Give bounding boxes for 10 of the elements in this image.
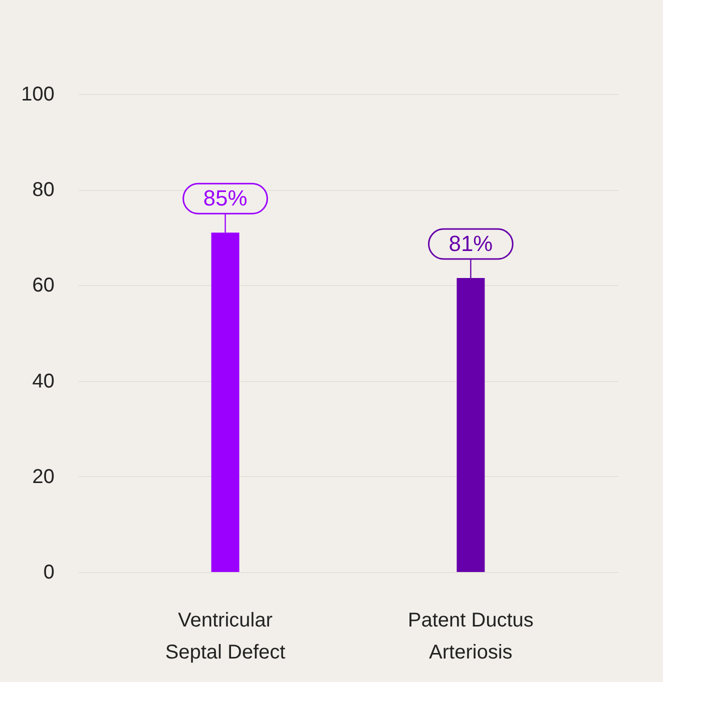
y-tick-label: 80 — [32, 179, 54, 202]
y-tick-label: 40 — [32, 370, 54, 392]
x-tick-label: Patent Ductus Arteriosis — [408, 610, 534, 664]
annotation: 85% — [203, 186, 248, 211]
y-tick-label: 20 — [32, 466, 54, 488]
y-tick-label: 0 — [43, 562, 54, 584]
y-tick-label: 60 — [32, 274, 54, 297]
y-tick-label: 100 — [21, 84, 54, 106]
annotation: 81% — [448, 231, 493, 256]
x-tick-label: Ventricular Septal Defect — [165, 610, 286, 664]
